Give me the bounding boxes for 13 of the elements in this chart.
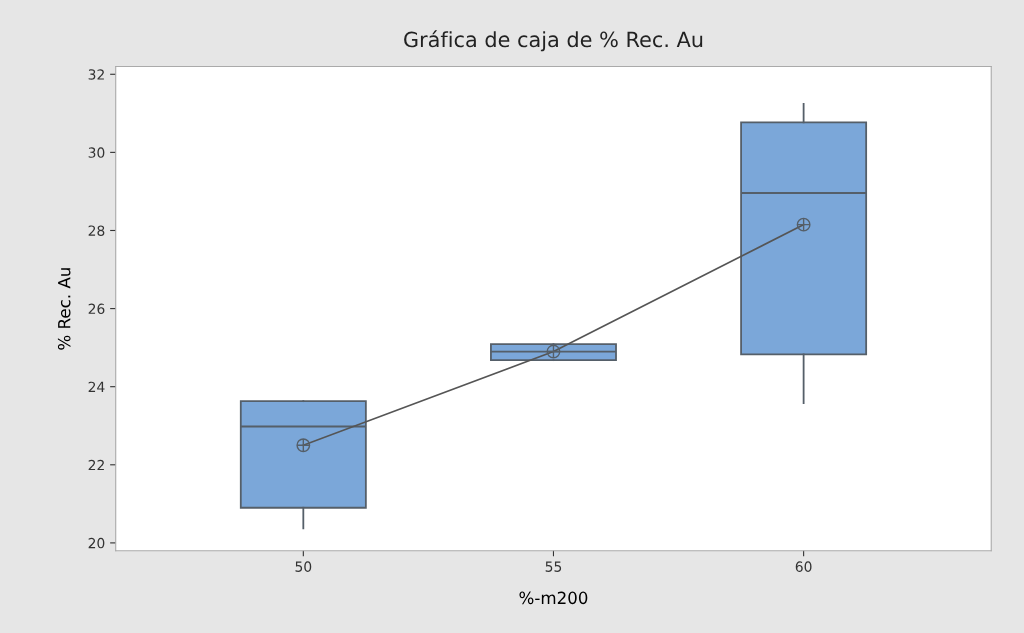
y-tick-label: 26 [88,303,105,315]
y-tick-label: 30 [88,147,105,158]
x-tick-label: 60 [795,561,812,572]
x-tick-label: 55 [545,561,562,572]
x-axis-title: %-m200 [519,591,588,605]
y-tick-label: 22 [88,459,104,471]
chart-title: Gráfica de caja de % Rec. Au [404,30,703,52]
y-tick-label: 20 [88,537,105,549]
y-tick-label: 24 [88,381,105,392]
y-axis-title: % Rec. Au [57,268,71,350]
y-tick-label: 32 [88,69,104,80]
x-tick-label: 50 [295,561,312,572]
y-tick-label: 28 [88,225,105,236]
